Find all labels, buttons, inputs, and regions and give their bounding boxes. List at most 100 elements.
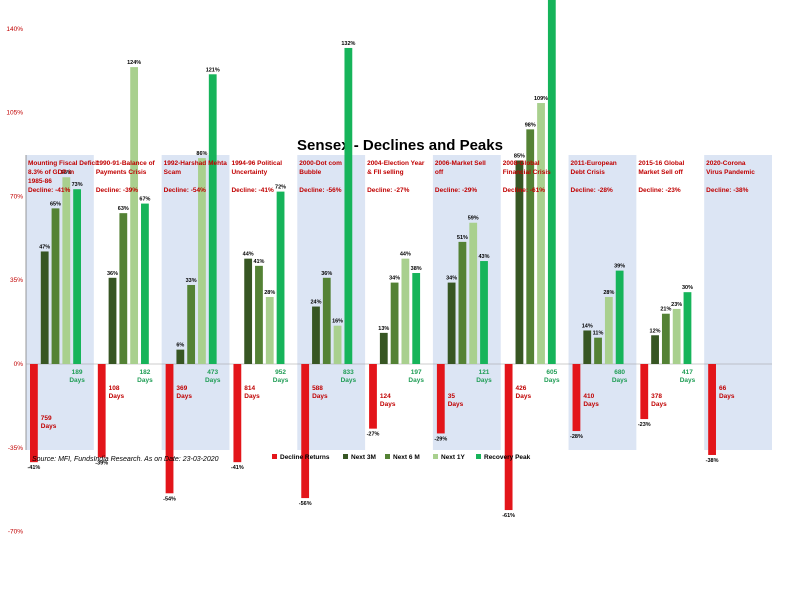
- legend-label: Recovery Peak: [484, 454, 531, 461]
- bar-decline: [436, 364, 445, 434]
- bar-recovery: [412, 273, 421, 364]
- bar-next6m: [661, 313, 670, 364]
- recovery-days-number: 189: [72, 369, 83, 376]
- decline-days-number: 378: [651, 393, 662, 400]
- decline-days-word: Days: [380, 401, 396, 408]
- decline-days-word: Days: [176, 393, 192, 400]
- bar-next3m: [312, 306, 320, 364]
- bar-next6m: [322, 277, 331, 364]
- label-next3m: 13%: [378, 326, 389, 332]
- label-next6m: 65%: [50, 201, 61, 207]
- period-decline: Decline: -29%: [435, 187, 477, 194]
- bar-recovery: [615, 270, 624, 364]
- recovery-days-number: 121: [479, 369, 490, 376]
- bar-next3m: [244, 258, 253, 364]
- label-recovery: 38%: [411, 266, 422, 272]
- period-title: Debt Crisis: [571, 169, 606, 176]
- legend-label: Next 1Y: [441, 454, 466, 461]
- bar-next3m: [447, 282, 456, 364]
- decline-days-word: Days: [583, 401, 599, 408]
- period-decline: Decline: -28%: [571, 187, 613, 194]
- period-decline: Decline: -61%: [503, 187, 545, 194]
- recovery-days-number: 833: [343, 369, 354, 376]
- period-title: 2000-Dot com: [299, 160, 342, 167]
- bar-next1y: [62, 177, 71, 364]
- recovery-days-word: Days: [341, 377, 357, 384]
- decline-days-word: Days: [244, 393, 260, 400]
- bar-next1y: [198, 158, 206, 364]
- bar-recovery: [141, 203, 149, 364]
- period-title: 2008-Global: [503, 160, 540, 167]
- bar-next6m: [390, 282, 399, 364]
- period-title: Market Sell off: [638, 169, 683, 176]
- decline-days-number: 66: [719, 385, 727, 392]
- label-recovery: 67%: [139, 197, 150, 203]
- recovery-days-word: Days: [408, 377, 424, 384]
- bar-recovery: [344, 47, 353, 364]
- label-next1y: 86%: [196, 151, 207, 157]
- bar-next3m: [176, 349, 185, 364]
- period-title: Uncertainty: [231, 169, 267, 176]
- decline-days-word: Days: [651, 401, 667, 408]
- label-recovery: 121%: [206, 67, 220, 73]
- period-title: Mounting Fiscal Deficit: [28, 160, 100, 167]
- decline-days-word: Days: [448, 401, 464, 408]
- legend-swatch: [272, 454, 277, 459]
- bar-recovery: [683, 292, 692, 364]
- label-next1y: 109%: [534, 96, 548, 102]
- y-axis: 140% 105% 70% 35% 0% -35% -70%: [6, 26, 772, 536]
- period-decline: Decline: -39%: [96, 187, 138, 194]
- label-next1y: 28%: [603, 290, 614, 296]
- decline-days-number: 814: [244, 385, 255, 392]
- label-next3m: 24%: [310, 300, 321, 306]
- label-next1y: 78%: [61, 170, 72, 176]
- legend-swatch: [433, 454, 438, 459]
- bar-recovery: [208, 74, 217, 364]
- bar-recovery: [73, 189, 81, 364]
- label-recovery: 132%: [341, 41, 355, 47]
- label-next1y: 28%: [264, 290, 275, 296]
- recovery-days-number: 417: [682, 369, 693, 376]
- bar-next6m: [187, 284, 196, 364]
- bar-next6m: [51, 208, 60, 364]
- label-next3m: 44%: [243, 252, 254, 258]
- decline-days-word: Days: [41, 423, 57, 430]
- bar-next1y: [130, 67, 139, 364]
- bar-decline: [233, 364, 242, 463]
- bar-decline: [504, 364, 513, 511]
- bar-next6m: [119, 213, 128, 364]
- legend: Decline Returns Next 3M Next 6 M Next 1Y Rec…: [272, 454, 531, 461]
- decline-days-word: Days: [109, 393, 125, 400]
- label-decline: -39%: [95, 460, 108, 466]
- bar-decline: [97, 364, 106, 458]
- decline-days-number: 108: [109, 385, 120, 392]
- bar-next1y: [469, 222, 478, 364]
- period-title: & FII selling: [367, 169, 404, 176]
- period-title: off: [435, 169, 444, 176]
- bar-next3m: [515, 160, 524, 364]
- period-title: 2011-European: [571, 160, 617, 167]
- bar-recovery: [547, 0, 556, 365]
- recovery-days-number: 605: [546, 369, 557, 376]
- label-next3m: 36%: [107, 271, 118, 277]
- label-recovery: 73%: [72, 182, 83, 188]
- decline-days-number: 588: [312, 385, 323, 392]
- label-recovery: 72%: [275, 185, 286, 191]
- bar-next1y: [672, 308, 681, 364]
- bar-next3m: [583, 330, 592, 364]
- recovery-days-word: Days: [612, 377, 628, 384]
- bar-decline: [165, 364, 174, 494]
- label-next1y: 59%: [468, 216, 479, 222]
- period-title: 2006-Market Sell: [435, 160, 486, 167]
- y-tick-label: 105%: [6, 110, 23, 117]
- label-decline: -38%: [706, 458, 719, 464]
- label-decline: -41%: [231, 465, 244, 471]
- label-decline: -28%: [570, 434, 583, 440]
- label-decline: -29%: [434, 436, 447, 442]
- decline-days-number: 759: [41, 415, 52, 422]
- period-labels: Mounting Fiscal Deficit 8.3% of GDP in 198…: [28, 160, 755, 194]
- bar-next6m: [255, 265, 263, 364]
- period-title: Scam: [164, 169, 182, 176]
- bar-next3m: [651, 335, 659, 364]
